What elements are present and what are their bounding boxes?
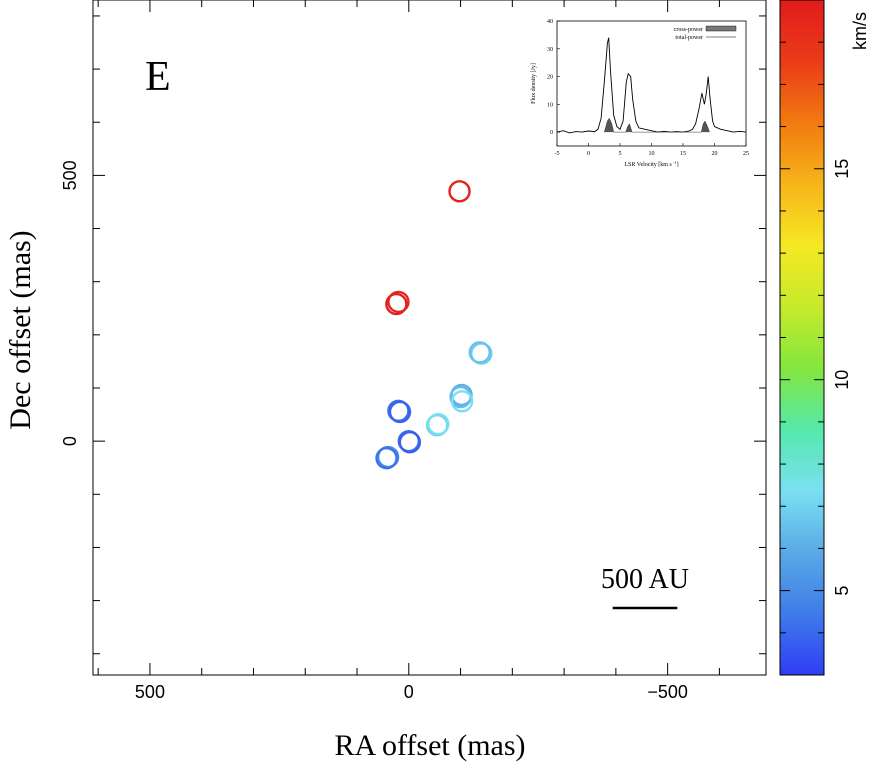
maser-spot	[450, 390, 474, 413]
legend-cross-power-swatch	[705, 25, 737, 32]
x-axis-label: RA offset (mas)	[334, 729, 525, 762]
maser-spot	[398, 431, 422, 454]
maser-spot	[385, 292, 408, 316]
inset-spectrum: -5 0 5 10 15 20 25 0 10 20 30 40 cross-power total-po…	[531, 19, 749, 168]
inset-y-label: Flux density [Jy]	[531, 63, 537, 104]
inset-y-tick-label: 10	[547, 102, 553, 108]
maser-spots	[375, 180, 493, 470]
cross-power-fill	[604, 117, 710, 133]
maser-spot	[387, 290, 410, 314]
inset-x-label: LSR Velocity [km s -1]	[624, 160, 678, 168]
inset-y-tick-label: 20	[547, 75, 553, 81]
scale-bar-label: 500 AU	[601, 564, 689, 595]
total-power-line	[556, 37, 747, 134]
inset-frame	[556, 20, 747, 147]
inset-x-tick-label: 25	[743, 151, 749, 157]
colorbar	[779, 0, 825, 676]
maser-spot	[375, 446, 398, 470]
colorbar-tick-label: 5	[832, 586, 852, 596]
maser-spot	[388, 400, 412, 424]
main-axis-ticks	[93, 0, 766, 675]
colorbar-tick-label: 15	[832, 159, 852, 179]
inset-x-tick-label: 10	[649, 151, 655, 157]
panel-label: E	[145, 54, 171, 100]
y-axis-label: Dec offset (mas)	[4, 230, 37, 429]
colorbar-label: km/s	[850, 12, 870, 50]
y-tick-label: 0	[60, 436, 80, 446]
colorbar-tick-labels: 5 10 15	[832, 159, 852, 596]
colorbar-tick-label: 10	[832, 370, 852, 390]
x-tick-labels: 500 0 −500	[135, 682, 688, 702]
legend-total-power: total-power	[675, 35, 703, 41]
inset-y-tick-label: 40	[547, 19, 553, 25]
colorbar-ticks	[780, 41, 824, 634]
x-tick-label: 500	[135, 682, 165, 702]
inset-y-tick-label: 0	[550, 130, 553, 136]
x-tick-label: 0	[404, 682, 414, 702]
y-tick-labels: 0 500	[60, 160, 80, 446]
x-tick-label: −500	[647, 682, 688, 702]
inset-x-tick-label: 5	[619, 151, 622, 157]
y-tick-label: 500	[60, 160, 80, 190]
maser-spot	[468, 341, 491, 364]
inset-x-tick-label: 20	[712, 151, 718, 157]
inset-x-tick-label: 15	[680, 151, 686, 157]
maser-spot	[427, 412, 450, 436]
maser-spot	[448, 180, 471, 203]
inset-x-tick-label: 0	[587, 151, 590, 157]
inset-y-tick-label: 30	[547, 47, 553, 53]
legend-cross-power: cross-power	[674, 27, 703, 33]
inset-x-tick-label: -5	[555, 151, 560, 157]
